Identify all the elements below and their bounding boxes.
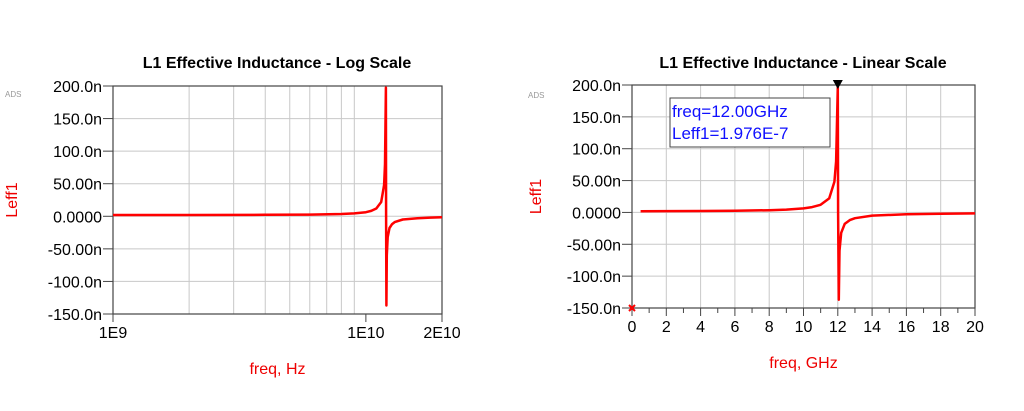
y-tick-label: -50.00n	[567, 237, 621, 254]
x-tick-label: 20	[966, 319, 984, 336]
x-tick-label: 1E10	[347, 325, 384, 342]
marker-readout-box	[669, 97, 831, 148]
y-tick-label: -100.0n	[48, 274, 102, 291]
y-tick-label: 50.00n	[53, 177, 102, 194]
x-tick-label: 16	[898, 319, 916, 336]
y-axis-label: Leff1	[528, 179, 545, 214]
y-tick-label: -50.00n	[48, 242, 102, 259]
y-tick-label: 100.0n	[572, 142, 621, 159]
x-tick-label: 12	[829, 319, 847, 336]
x-tick-label: 2	[662, 319, 671, 336]
y-tick-label: 0.0000	[572, 205, 621, 222]
origin-cross-icon	[628, 304, 636, 312]
ads-watermark: ADS	[528, 91, 544, 100]
y-tick-label: 150.0n	[53, 112, 102, 129]
y-tick-label: -150.0n	[567, 301, 621, 318]
ads-watermark: ADS	[5, 90, 21, 99]
x-tick-label: 4	[696, 319, 705, 336]
y-tick-label: 0.0000	[53, 209, 102, 226]
x-tick-label: 2E10	[423, 325, 460, 342]
y-axis-label: Leff1	[4, 182, 21, 217]
chart-title: L1 Effective Inductance - Log Scale	[143, 55, 412, 72]
y-tick-label: 200.0n	[53, 79, 102, 96]
x-axis-label: freq, GHz	[769, 355, 837, 372]
x-tick-label: 1E9	[99, 325, 128, 342]
plot-frame	[112, 85, 443, 315]
y-tick-label: 150.0n	[572, 110, 621, 127]
y-tick-label: 100.0n	[53, 144, 102, 161]
x-tick-label: 8	[765, 319, 774, 336]
x-tick-label: 6	[730, 319, 739, 336]
series-line-leff1	[640, 85, 976, 301]
x-tick-label: 14	[863, 319, 881, 336]
chart-title: L1 Effective Inductance - Linear Scale	[659, 55, 946, 72]
marker-readout-line: freq=12.00GHz	[672, 102, 788, 121]
y-tick-label: -150.0n	[48, 307, 102, 324]
x-tick-label: 18	[932, 319, 950, 336]
marker-triangle-icon	[832, 80, 843, 89]
series-line-leff1	[113, 86, 443, 307]
x-axis-label: freq, Hz	[249, 361, 305, 378]
y-tick-label: 50.00n	[572, 174, 621, 191]
marker-readout-line: Leff1=1.976E-7	[672, 124, 788, 143]
y-tick-label: -100.0n	[567, 269, 621, 286]
y-tick-label: 200.0n	[572, 78, 621, 95]
x-tick-label: 10	[795, 319, 813, 336]
x-tick-label: 0	[628, 319, 637, 336]
